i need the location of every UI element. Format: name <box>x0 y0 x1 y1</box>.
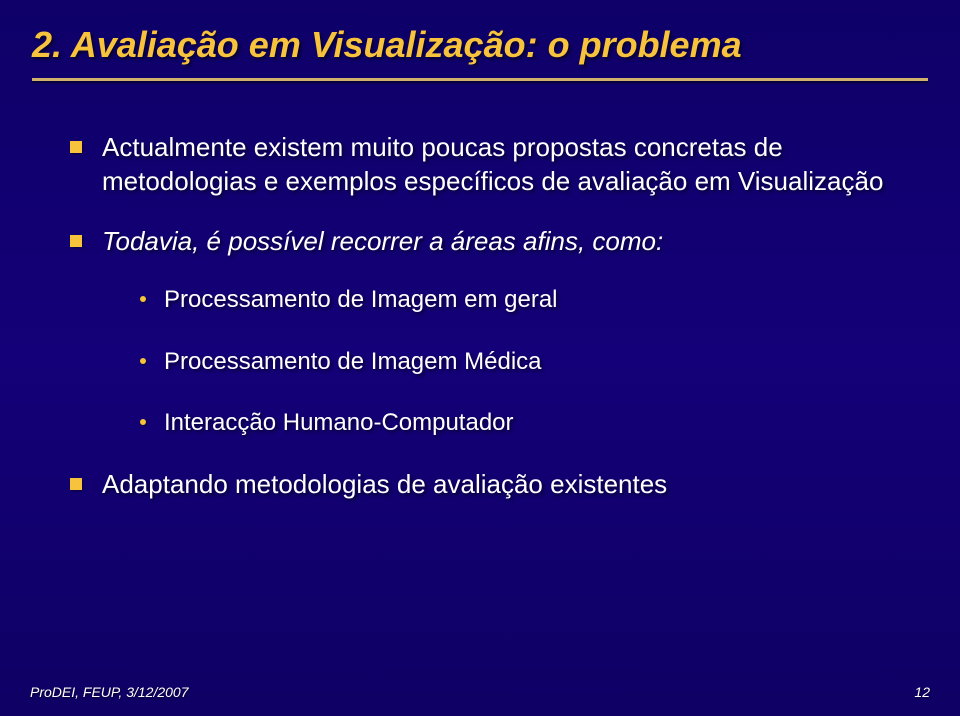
sub-bullet-text: Processamento de Imagem Médica <box>164 346 542 377</box>
sub-bullet-text: Processamento de Imagem em geral <box>164 284 558 315</box>
bullet-text: Actualmente existem muito poucas propost… <box>102 131 900 199</box>
bullet-item: Actualmente existem muito poucas propost… <box>70 131 900 199</box>
page-number: 12 <box>914 684 930 700</box>
dot-bullet-icon <box>140 296 146 302</box>
bullet-item: Todavia, é possível recorrer a áreas afi… <box>70 225 900 259</box>
bullet-text: Todavia, é possível recorrer a áreas afi… <box>102 225 900 259</box>
slide: 2. Avaliação em Visualização: o problema… <box>0 0 960 716</box>
sub-bullet-item: Interacção Humano-Computador <box>140 407 900 438</box>
square-bullet-icon <box>70 235 82 247</box>
bullet-item: Adaptando metodologias de avaliação exis… <box>70 468 900 502</box>
square-bullet-icon <box>70 478 82 490</box>
slide-title: 2. Avaliação em Visualização: o problema <box>0 0 960 74</box>
square-bullet-icon <box>70 141 82 153</box>
sub-bullet-group: Processamento de Imagem em geral Process… <box>140 284 900 438</box>
slide-content: Actualmente existem muito poucas propost… <box>0 81 960 502</box>
dot-bullet-icon <box>140 419 146 425</box>
dot-bullet-icon <box>140 358 146 364</box>
sub-bullet-text: Interacção Humano-Computador <box>164 407 514 438</box>
footer-text: ProDEI, FEUP, 3/12/2007 <box>30 684 189 700</box>
sub-bullet-item: Processamento de Imagem em geral <box>140 284 900 315</box>
bullet-text: Adaptando metodologias de avaliação exis… <box>102 468 900 502</box>
sub-bullet-item: Processamento de Imagem Médica <box>140 346 900 377</box>
